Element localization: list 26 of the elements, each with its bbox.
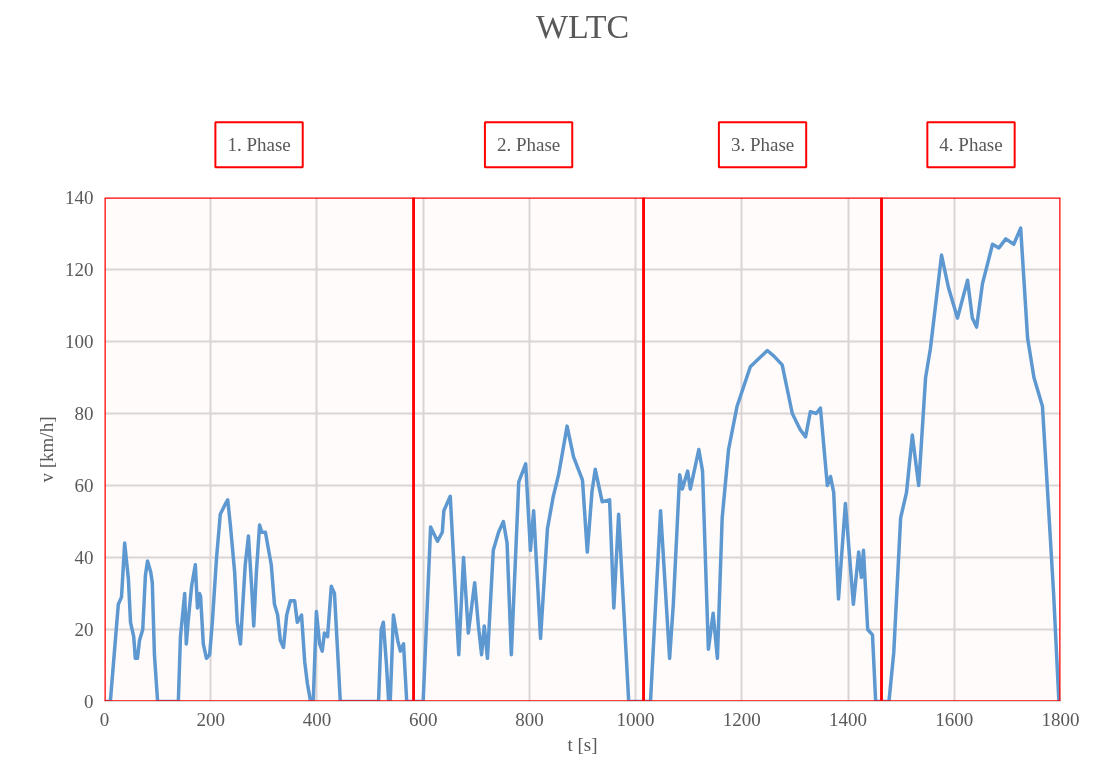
band-label: 2. Phase xyxy=(496,134,561,156)
x-tick-label: 800 xyxy=(515,708,544,730)
band-label: 4. Phase xyxy=(939,134,1003,156)
x-tick-label: 400 xyxy=(302,708,332,730)
x-tick-label: 0 xyxy=(99,708,110,730)
band-label: 3. Phase xyxy=(730,134,795,156)
y-tick-label: 100 xyxy=(65,331,94,352)
y-tick-label: 140 xyxy=(65,187,94,208)
y-tick-label: 80 xyxy=(74,403,94,424)
y-axis-title: v [km/h] xyxy=(36,416,57,483)
chart-title: WLTC xyxy=(535,7,630,45)
y-tick-label: 40 xyxy=(74,547,94,568)
x-axis-title: t [s] xyxy=(567,733,598,755)
y-tick-label: 20 xyxy=(74,619,94,640)
y-tick-label: 120 xyxy=(65,259,94,280)
x-tick-label: 1200 xyxy=(722,708,761,730)
line-series xyxy=(104,226,1061,702)
x-tick-label: 1800 xyxy=(1041,708,1080,730)
y-tick-label: 60 xyxy=(74,475,94,496)
y-tick-label: 0 xyxy=(84,691,94,712)
band-label: 1. Phase xyxy=(227,134,291,156)
x-tick-label: 1400 xyxy=(829,708,868,730)
x-tick-label: 200 xyxy=(196,708,225,730)
x-tick-label: 600 xyxy=(408,708,438,730)
x-tick-label: 1600 xyxy=(935,708,974,730)
x-tick-label: 1000 xyxy=(616,708,655,730)
